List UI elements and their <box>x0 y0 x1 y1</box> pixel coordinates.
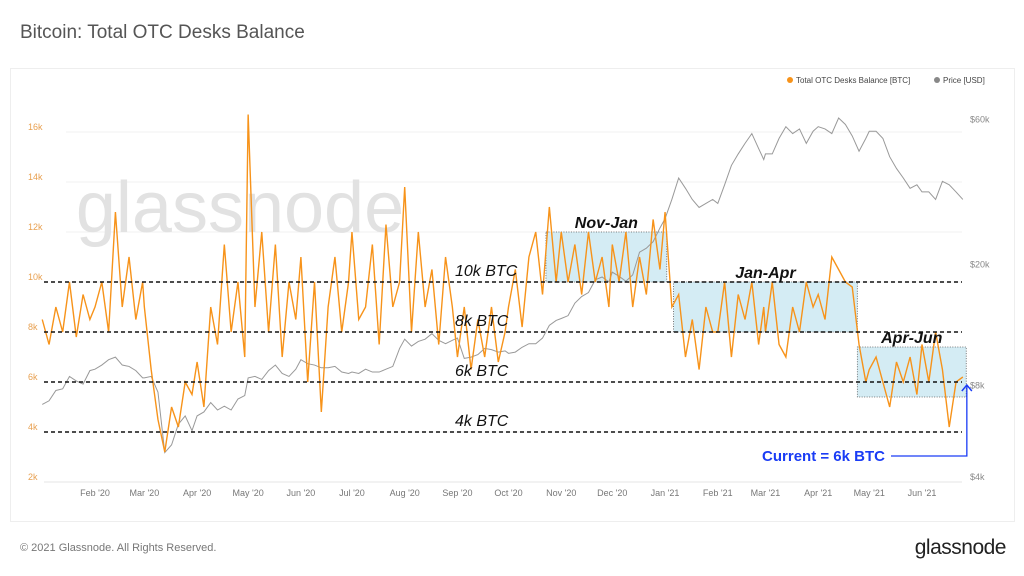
range-label: Nov-Jan <box>575 215 638 232</box>
page-title: Bitcoin: Total OTC Desks Balance <box>20 22 305 43</box>
reference-line-label: 6k BTC <box>455 363 509 380</box>
y-left-tick-label: 16k <box>28 122 43 132</box>
x-tick-label: Sep '20 <box>442 488 472 498</box>
x-tick-label: May '20 <box>233 488 264 498</box>
watermark: glassnode <box>76 168 404 248</box>
x-tick-label: Dec '20 <box>597 488 627 498</box>
reference-line-label: 10k BTC <box>455 263 518 280</box>
arrowhead-icon <box>961 383 973 392</box>
y-right-tick-label: $4k <box>970 472 985 482</box>
x-tick-label: Oct '20 <box>494 488 522 498</box>
x-tick-label: May '21 <box>854 488 885 498</box>
legend-dot-price <box>934 77 940 83</box>
x-tick-label: Aug '20 <box>390 488 420 498</box>
x-tick-label: Apr '21 <box>804 488 832 498</box>
x-tick-label: Mar '20 <box>129 488 159 498</box>
y-left-tick-label: 4k <box>28 422 38 432</box>
x-tick-label: Feb '21 <box>703 488 733 498</box>
range-box <box>545 231 668 283</box>
glassnode-logo: glassnode <box>914 536 1007 559</box>
x-tick-label: Jun '21 <box>908 488 937 498</box>
x-tick-label: Jun '20 <box>287 488 316 498</box>
y-left-tick-label: 6k <box>28 372 38 382</box>
legend-dot-btc <box>787 77 793 83</box>
copyright: © 2021 Glassnode. All Rights Reserved. <box>20 542 217 554</box>
x-tick-label: Nov '20 <box>546 488 576 498</box>
legend-label-price: Price [USD] <box>943 76 985 85</box>
y-right-tick-label: $8k <box>970 380 985 390</box>
annotation-arrow-line <box>891 385 968 457</box>
reference-line-label: 4k BTC <box>455 413 509 430</box>
x-tick-label: Feb '20 <box>80 488 110 498</box>
range-label: Apr-Jun <box>880 330 943 347</box>
y-right-tick-label: $60k <box>970 114 990 124</box>
x-tick-label: Jan '21 <box>651 488 680 498</box>
y-left-tick-label: 12k <box>28 222 43 232</box>
price-line <box>42 117 964 454</box>
y-left-tick-label: 8k <box>28 322 38 332</box>
x-tick-label: Jul '20 <box>339 488 365 498</box>
y-left-tick-label: 2k <box>28 472 38 482</box>
btc-balance-line <box>41 114 964 453</box>
x-tick-label: Mar '21 <box>751 488 781 498</box>
legend-label-btc: Total OTC Desks Balance [BTC] <box>796 76 910 85</box>
x-tick-label: Apr '20 <box>183 488 211 498</box>
current-annotation-label: Current = 6k BTC <box>762 448 885 465</box>
reference-line-label: 8k BTC <box>455 313 509 330</box>
range-box <box>856 346 967 398</box>
y-left-tick-label: 10k <box>28 272 43 282</box>
range-label: Jan-Apr <box>735 265 796 282</box>
y-right-tick-label: $20k <box>970 260 990 270</box>
y-left-tick-label: 14k <box>28 172 43 182</box>
